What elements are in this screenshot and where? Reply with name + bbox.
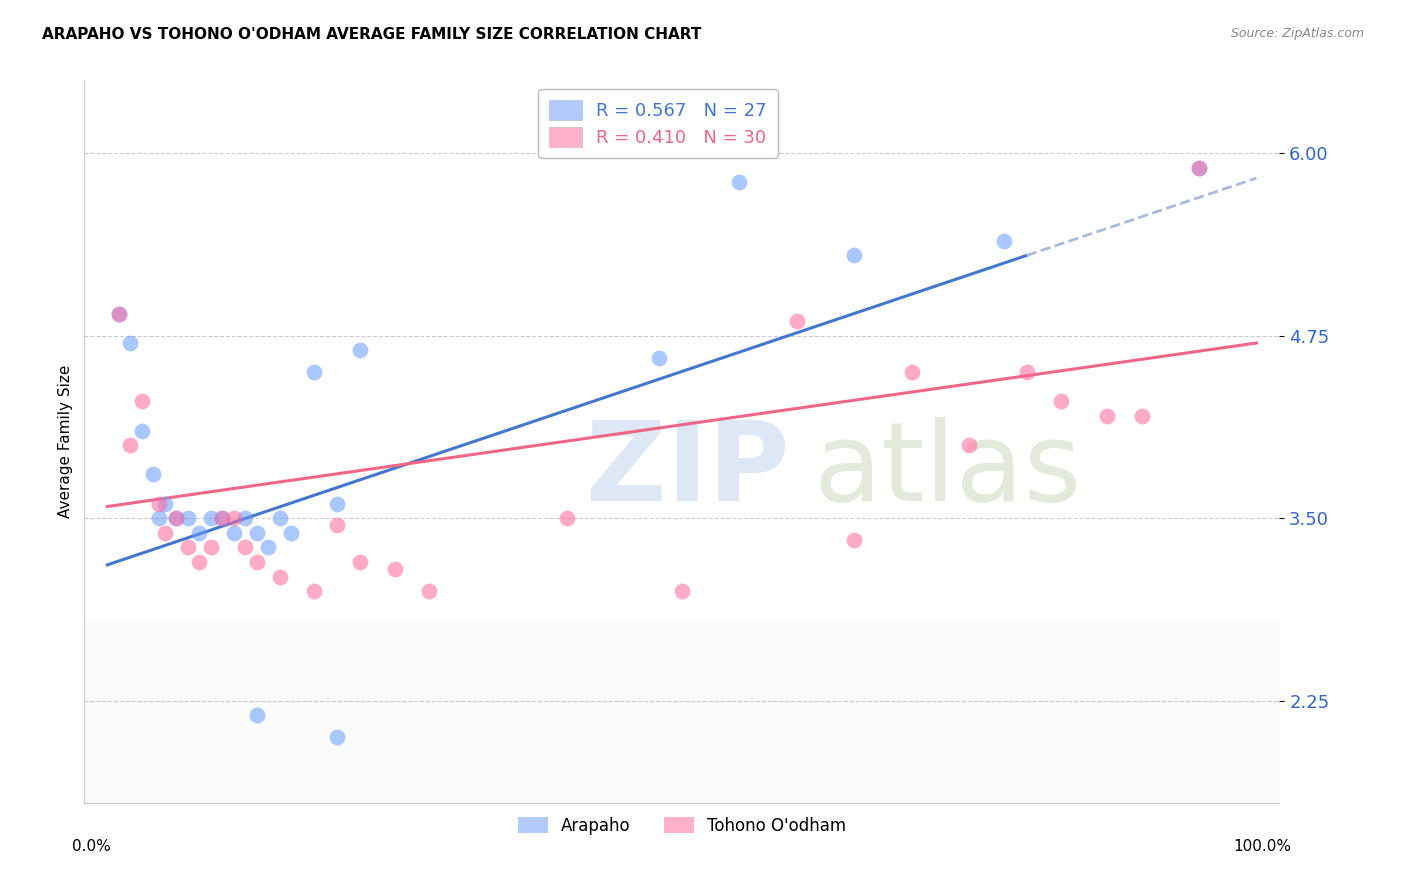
- Point: [257, 541, 280, 555]
- Legend: Arapaho, Tohono O'odham: Arapaho, Tohono O'odham: [510, 810, 853, 841]
- Point: [786, 314, 808, 328]
- Text: Source: ZipAtlas.com: Source: ZipAtlas.com: [1230, 27, 1364, 40]
- Point: [165, 511, 187, 525]
- Point: [233, 511, 256, 525]
- Point: [349, 343, 371, 358]
- Point: [148, 511, 170, 525]
- Point: [177, 511, 200, 525]
- Point: [211, 511, 233, 525]
- Point: [993, 234, 1015, 248]
- Point: [326, 518, 349, 533]
- Point: [222, 525, 245, 540]
- Point: [1188, 161, 1211, 175]
- Text: 100.0%: 100.0%: [1233, 838, 1292, 854]
- Point: [384, 562, 406, 576]
- Point: [148, 497, 170, 511]
- Point: [131, 394, 153, 409]
- Point: [349, 555, 371, 569]
- Point: [326, 497, 349, 511]
- Point: [200, 541, 222, 555]
- Point: [222, 511, 245, 525]
- Text: atlas: atlas: [814, 417, 1081, 524]
- Point: [1015, 365, 1038, 379]
- Point: [177, 541, 200, 555]
- Point: [269, 511, 291, 525]
- Point: [200, 511, 222, 525]
- Point: [131, 424, 153, 438]
- Text: ZIP: ZIP: [586, 417, 790, 524]
- Y-axis label: Average Family Size: Average Family Size: [58, 365, 73, 518]
- Point: [302, 365, 325, 379]
- Point: [153, 525, 176, 540]
- Point: [280, 525, 302, 540]
- Point: [844, 248, 866, 262]
- Point: [1095, 409, 1118, 423]
- Point: [188, 555, 211, 569]
- Point: [844, 533, 866, 547]
- Point: [188, 525, 211, 540]
- Point: [108, 307, 131, 321]
- Point: [302, 584, 325, 599]
- Point: [418, 584, 440, 599]
- Point: [142, 467, 165, 482]
- Point: [671, 584, 693, 599]
- Point: [1050, 394, 1073, 409]
- Point: [1188, 161, 1211, 175]
- Point: [269, 569, 291, 583]
- Point: [246, 525, 269, 540]
- Point: [120, 438, 142, 452]
- Point: [165, 511, 187, 525]
- Point: [326, 730, 349, 744]
- Point: [233, 541, 256, 555]
- Point: [957, 438, 980, 452]
- Point: [246, 555, 269, 569]
- Point: [1130, 409, 1153, 423]
- Text: 0.0%: 0.0%: [73, 838, 111, 854]
- Text: ARAPAHO VS TOHONO O'ODHAM AVERAGE FAMILY SIZE CORRELATION CHART: ARAPAHO VS TOHONO O'ODHAM AVERAGE FAMILY…: [42, 27, 702, 42]
- Point: [648, 351, 671, 365]
- Bar: [84, 620, 1279, 803]
- Point: [153, 497, 176, 511]
- Point: [246, 708, 269, 723]
- Point: [555, 511, 578, 525]
- Point: [211, 511, 233, 525]
- Point: [900, 365, 922, 379]
- Point: [108, 307, 131, 321]
- Point: [728, 176, 751, 190]
- Point: [120, 336, 142, 351]
